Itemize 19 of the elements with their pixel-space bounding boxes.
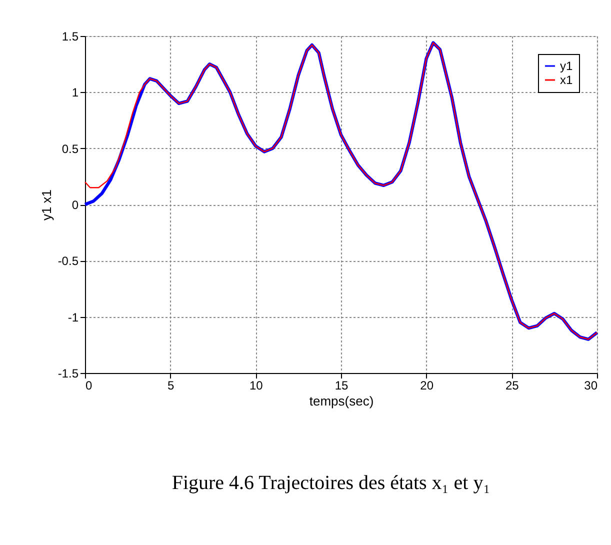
y-tick-label: -0.5 bbox=[58, 254, 79, 268]
y-tick-label: 1.5 bbox=[62, 30, 79, 44]
x-axis-title: temps(sec) bbox=[309, 394, 374, 408]
y-axis-title: y1 x1 bbox=[38, 189, 54, 221]
caption: Figure 4.6 Trajectoires des états x₁ et y₁ bbox=[172, 472, 490, 494]
y-tick-label: 0 bbox=[72, 198, 79, 212]
legend-label: y1 bbox=[560, 59, 573, 73]
x-tick-label: 0 bbox=[86, 378, 92, 392]
y-tick-label: -1 bbox=[68, 310, 79, 324]
y-tick-label: 0.5 bbox=[62, 142, 79, 156]
x-tick-label: 20 bbox=[420, 378, 434, 392]
legend-label: x1 bbox=[560, 73, 573, 87]
x-tick-label: 5 bbox=[167, 378, 174, 392]
x-tick-label: 15 bbox=[334, 378, 348, 392]
x-tick-label: 10 bbox=[249, 378, 264, 392]
y-tick-label: 1 bbox=[72, 86, 79, 100]
x-tick-label: 30 bbox=[584, 378, 598, 392]
x-tick-label: 25 bbox=[505, 378, 520, 392]
y-tick-label: -1.5 bbox=[58, 366, 79, 380]
